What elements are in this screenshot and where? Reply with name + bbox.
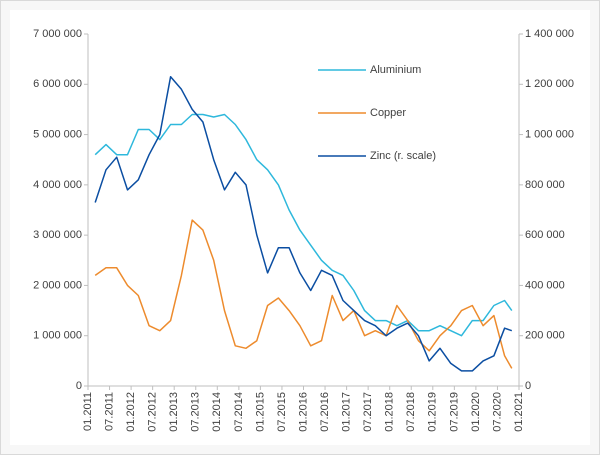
y-tick-label: 7 000 000 [33,28,82,40]
y2-tick-label: 1 200 000 [525,78,574,90]
y2-tick-label: 600 000 [525,229,565,241]
x-tick-label: 07.2018 [405,392,417,432]
y2-tick-label: 0 [525,380,531,392]
x-tick-label: 07.2016 [319,392,331,432]
y-tick-label: 0 [76,380,82,392]
y-tick-label: 6 000 000 [33,78,82,90]
x-tick-label: 07.2011 [103,392,115,431]
legend-label: Zinc (r. scale) [370,150,436,162]
x-tick-label: 07.2017 [362,392,374,432]
x-tick-label: 07.2020 [491,392,503,432]
x-tick-label: 07.2012 [147,392,159,432]
y2-tick-label: 200 000 [525,330,565,342]
x-tick-label: 01.2011 [82,392,94,431]
chart-area [10,10,590,445]
x-tick-label: 07.2014 [233,392,245,432]
y2-tick-label: 400 000 [525,279,565,291]
x-tick-label: 01.2021 [513,392,525,432]
x-tick-label: 07.2019 [448,392,460,432]
y-tick-label: 1 000 000 [33,330,82,342]
y-tick-label: 5 000 000 [33,128,82,140]
x-tick-label: 01.2017 [341,392,353,432]
y2-tick-label: 800 000 [525,179,565,191]
x-tick-label: 01.2019 [427,392,439,432]
series-line [94,75,513,372]
y-tick-label: 2 000 000 [33,279,82,291]
y2-tick-label: 1 000 000 [525,128,574,140]
x-tick-label: 01.2020 [470,392,482,432]
x-tick-label: 01.2012 [125,392,137,432]
x-tick-label: 01.2015 [254,392,266,432]
legend-label: Copper [370,107,406,119]
x-tick-label: 07.2013 [190,392,202,432]
series-line [94,219,513,369]
x-tick-label: 01.2014 [211,392,223,432]
legend-label: Aluminium [370,64,421,76]
y-tick-label: 3 000 000 [33,229,82,241]
x-tick-label: 01.2013 [168,392,180,432]
x-tick-label: 01.2016 [297,392,309,432]
series-line [94,113,513,337]
y-tick-label: 4 000 000 [33,179,82,191]
y2-tick-label: 1 400 000 [525,28,574,40]
x-tick-label: 07.2015 [276,392,288,432]
x-tick-label: 01.2018 [384,392,396,432]
